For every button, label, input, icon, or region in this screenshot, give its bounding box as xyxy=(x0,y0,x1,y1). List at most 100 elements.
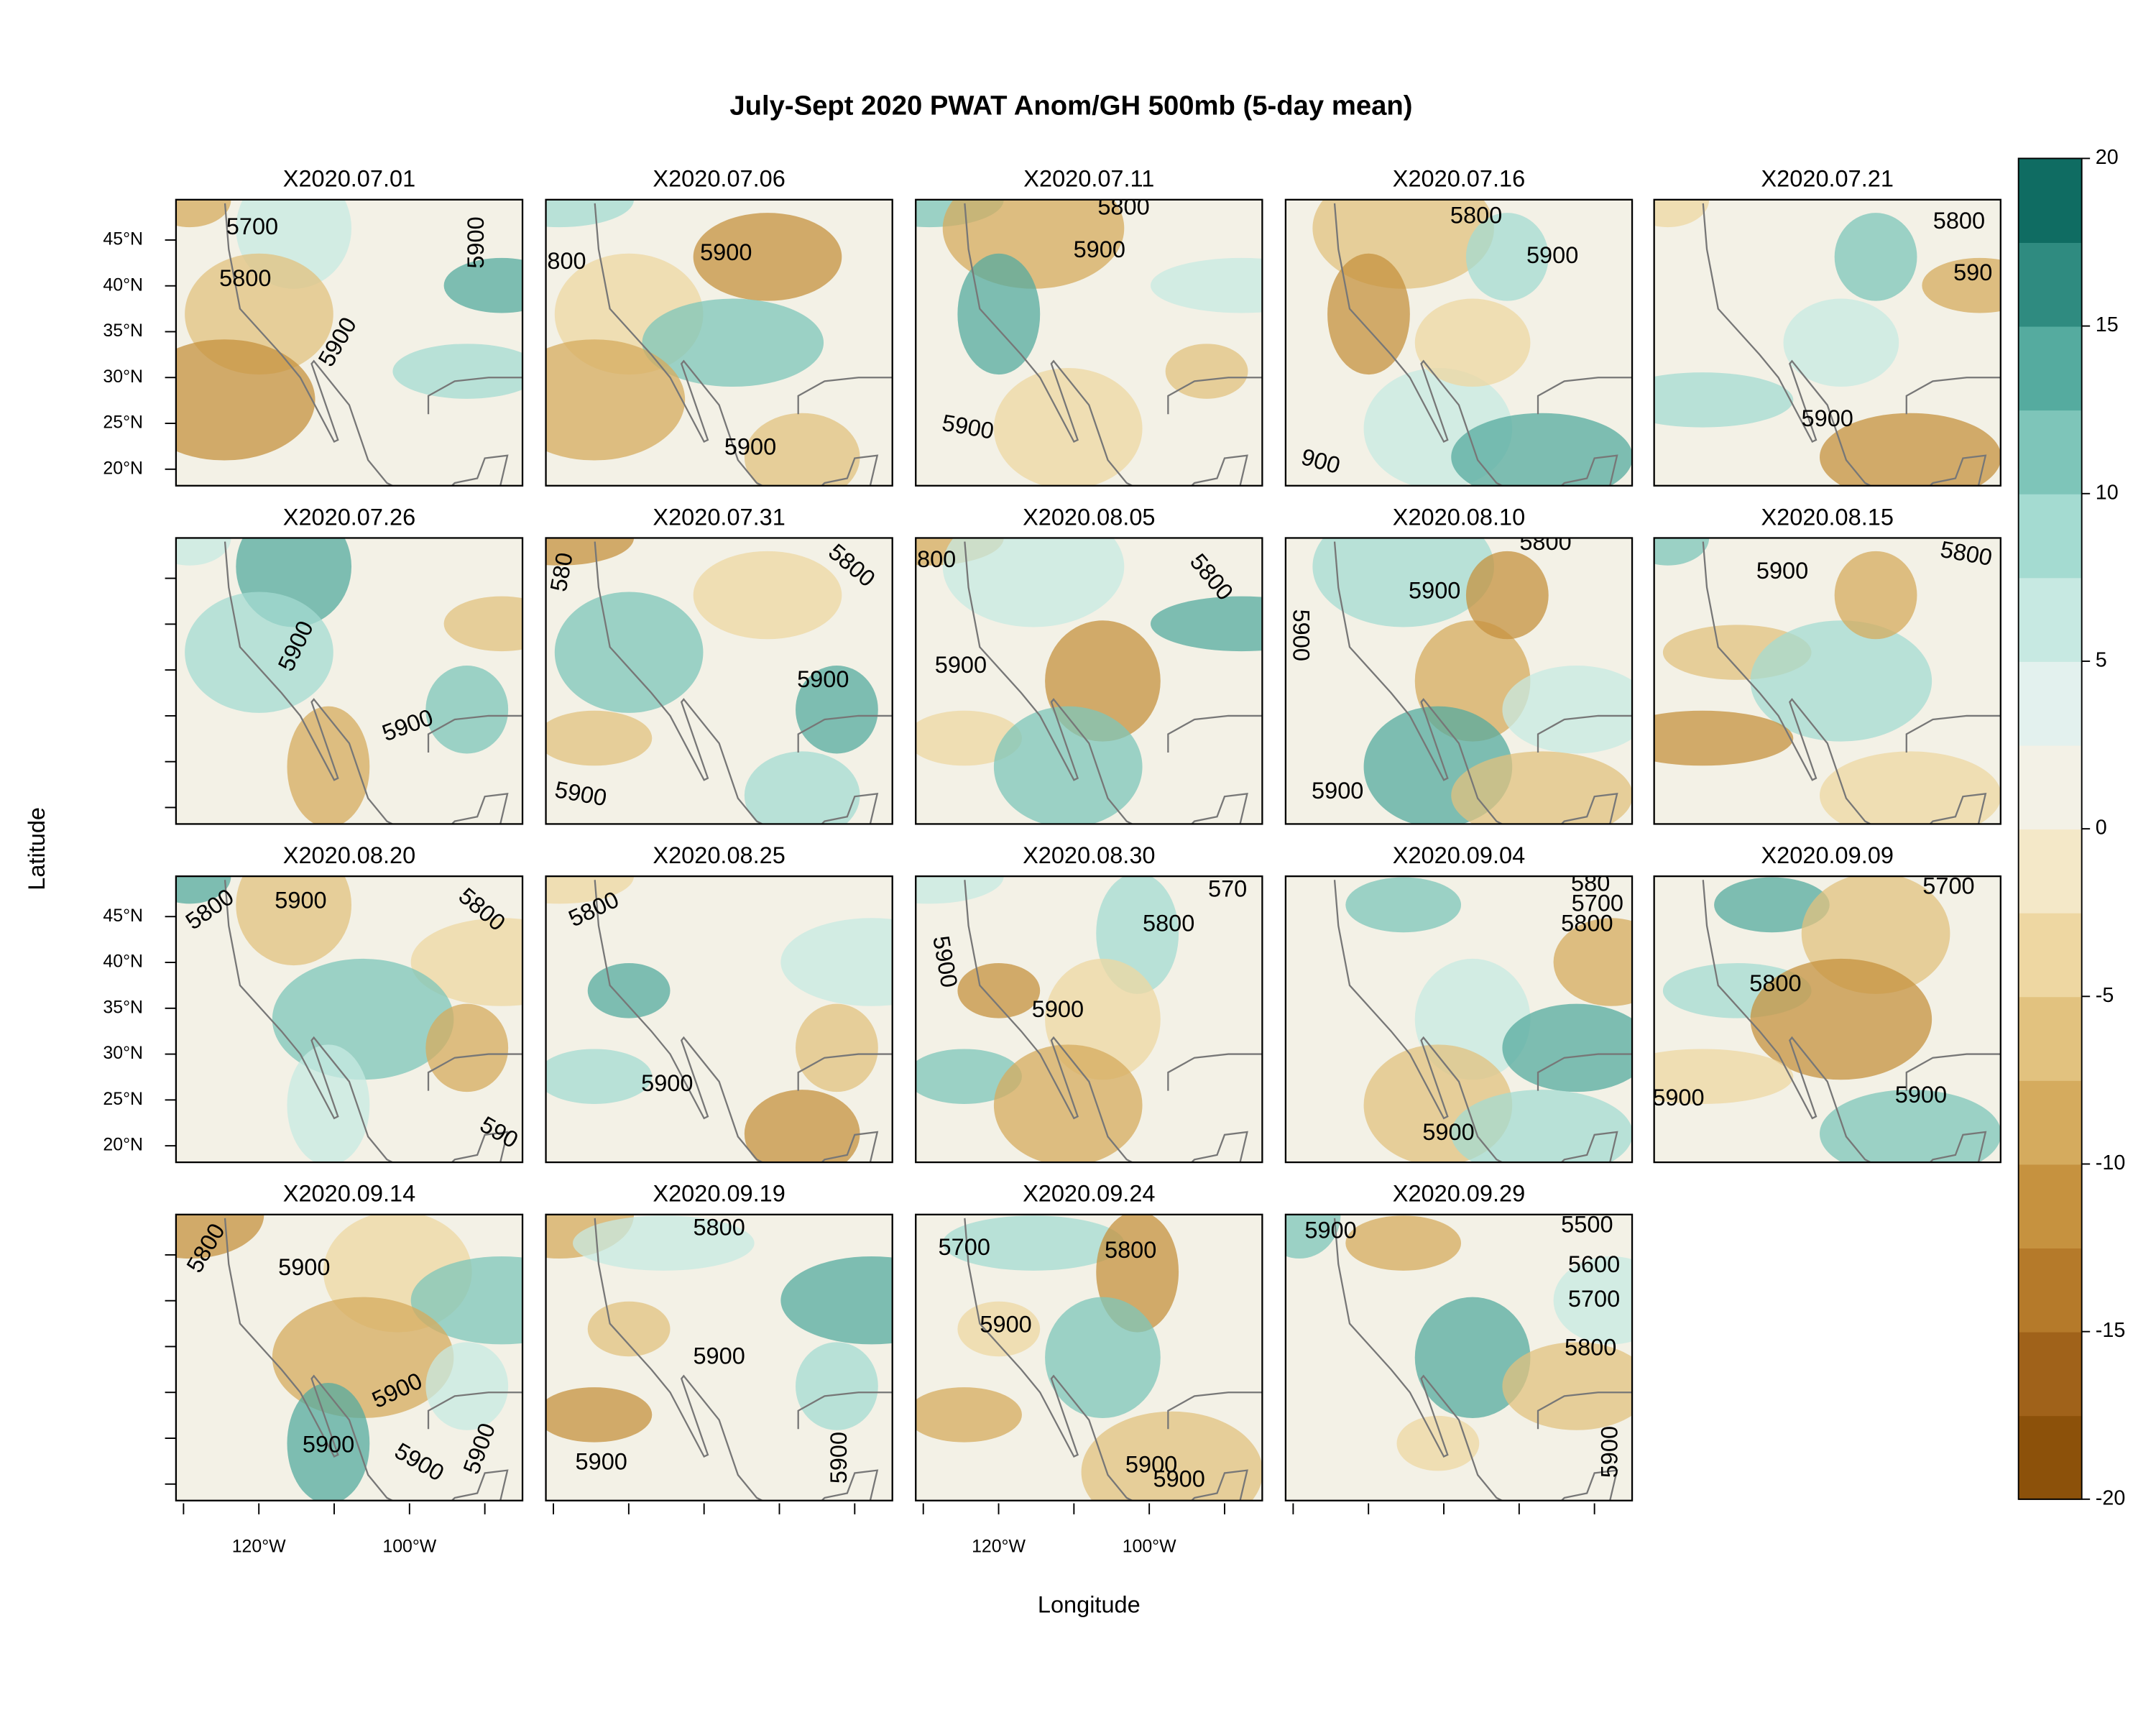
panel-title: X2020.07.21 xyxy=(1761,166,1894,192)
map-panel: 5800 5900 5900 5900 xyxy=(1285,538,1633,824)
panel-border xyxy=(1653,198,2001,487)
anomaly-blob xyxy=(236,876,352,966)
anomaly-blob xyxy=(1922,257,2001,313)
anomaly-blob xyxy=(993,1044,1143,1163)
contour-label: 5800 xyxy=(219,265,271,291)
panel-border xyxy=(915,198,1263,487)
anomaly-blob xyxy=(693,551,842,640)
contour-label: 590 xyxy=(1953,259,1992,285)
anomaly-blob xyxy=(916,710,1022,766)
colorbar-level xyxy=(2018,242,2082,327)
colorbar-level xyxy=(2018,1415,2082,1500)
anomaly-blob xyxy=(916,1387,1022,1443)
coastline xyxy=(1537,1053,1633,1091)
contour-label: 5800 xyxy=(1105,1237,1156,1263)
anomaly-blob xyxy=(1502,1342,1633,1430)
coastline xyxy=(1333,541,1633,824)
contour-label: 5900 xyxy=(1153,1466,1204,1491)
map-panel: 5800 590 5900 xyxy=(1654,199,2001,486)
anomaly-blob xyxy=(1465,213,1549,301)
panel-title: X2020.07.06 xyxy=(653,166,785,192)
x-tick-label: 100°W xyxy=(1123,1536,1176,1556)
y-tick-label: 45°N xyxy=(103,906,143,926)
coastline xyxy=(427,714,523,753)
contour-label: 5900 xyxy=(1125,1452,1177,1478)
anomaly-blob xyxy=(425,1342,509,1430)
colorbar-level xyxy=(2018,410,2082,494)
anomaly-blob xyxy=(1502,1003,1633,1092)
coastline xyxy=(1905,714,2001,753)
anomaly-blob xyxy=(1151,596,1263,652)
panel-title: X2020.07.01 xyxy=(283,166,415,192)
anomaly-blob xyxy=(1312,538,1494,627)
panel-title: X2020.08.30 xyxy=(1023,842,1155,868)
anomaly-blob xyxy=(545,1387,653,1443)
panel-border xyxy=(1653,537,2001,825)
panel-border xyxy=(1284,198,1634,487)
panel-border xyxy=(915,537,1263,825)
coastline xyxy=(224,541,523,824)
panel-title: X2020.07.31 xyxy=(653,504,785,530)
contour-label: 5800 xyxy=(1749,970,1801,996)
coastline xyxy=(1167,1392,1263,1430)
colorbar-tick-label: 0 xyxy=(2096,816,2107,840)
anomaly-blob xyxy=(443,257,523,313)
contour-label: 5900 xyxy=(826,1432,852,1484)
panel-title: X2020.09.19 xyxy=(653,1181,785,1207)
contour-label: 5900 xyxy=(1312,778,1363,804)
anomaly-blob xyxy=(1553,918,1633,1006)
anomaly-blob xyxy=(1285,1214,1341,1259)
x-tick-label: 120°W xyxy=(972,1536,1026,1556)
anomaly-blob xyxy=(287,1383,370,1501)
coastline xyxy=(1702,541,2001,824)
panel-title: X2020.07.26 xyxy=(283,504,415,530)
anomaly-blob xyxy=(545,876,634,904)
contour-label: 5800 xyxy=(1097,193,1149,219)
anomaly-blob xyxy=(780,918,893,1006)
anomaly-blob xyxy=(185,592,333,713)
anomaly-blob xyxy=(957,963,1041,1018)
contour-label: 5900 xyxy=(278,1254,330,1280)
anomaly-blob xyxy=(916,1049,1022,1104)
panel-title: X2020.08.20 xyxy=(283,842,415,868)
anomaly-blob xyxy=(410,918,523,1006)
colorbar-level xyxy=(2018,577,2082,662)
y-tick-label: 30°N xyxy=(103,1043,143,1063)
figure-title: July-Sept 2020 PWAT Anom/GH 500mb (5-day… xyxy=(729,91,1412,121)
anomaly-blob xyxy=(1750,958,1932,1080)
anomaly-blob xyxy=(1714,877,1830,933)
contour-label: 5900 xyxy=(1652,1085,1704,1110)
contour-label: 5900 xyxy=(1422,1119,1474,1145)
coastline xyxy=(594,880,893,1163)
contour-label: 5900 xyxy=(1304,1217,1356,1243)
contour-label: 5900 xyxy=(980,1312,1031,1338)
y-tick-label: 40°N xyxy=(103,275,143,295)
contour-label: 5900 xyxy=(1802,405,1853,431)
contour-label: 570 xyxy=(1208,876,1247,902)
contour-label: 5900 xyxy=(1756,558,1808,584)
anomaly-blob xyxy=(1151,257,1263,313)
anomaly-blob xyxy=(1820,751,2001,824)
colorbar-level xyxy=(2018,829,2082,914)
contour-label: 5900 xyxy=(1895,1082,1947,1108)
colorbar-level xyxy=(2018,996,2082,1081)
anomaly-blob xyxy=(1820,1090,2001,1163)
panel-border xyxy=(545,537,893,825)
colorbar-tick-label: 15 xyxy=(2096,313,2119,336)
anomaly-blob xyxy=(744,751,860,824)
contour-label: 5900 xyxy=(935,652,987,678)
anomaly-blob xyxy=(272,1297,454,1418)
anomaly-blob xyxy=(796,666,878,754)
contour-label: 800 xyxy=(917,546,956,572)
anomaly-blob xyxy=(410,1256,523,1345)
colorbar-level xyxy=(2018,1080,2082,1165)
coastline xyxy=(1905,1053,2001,1091)
coastline xyxy=(594,541,893,824)
colorbar-level xyxy=(2018,661,2082,746)
